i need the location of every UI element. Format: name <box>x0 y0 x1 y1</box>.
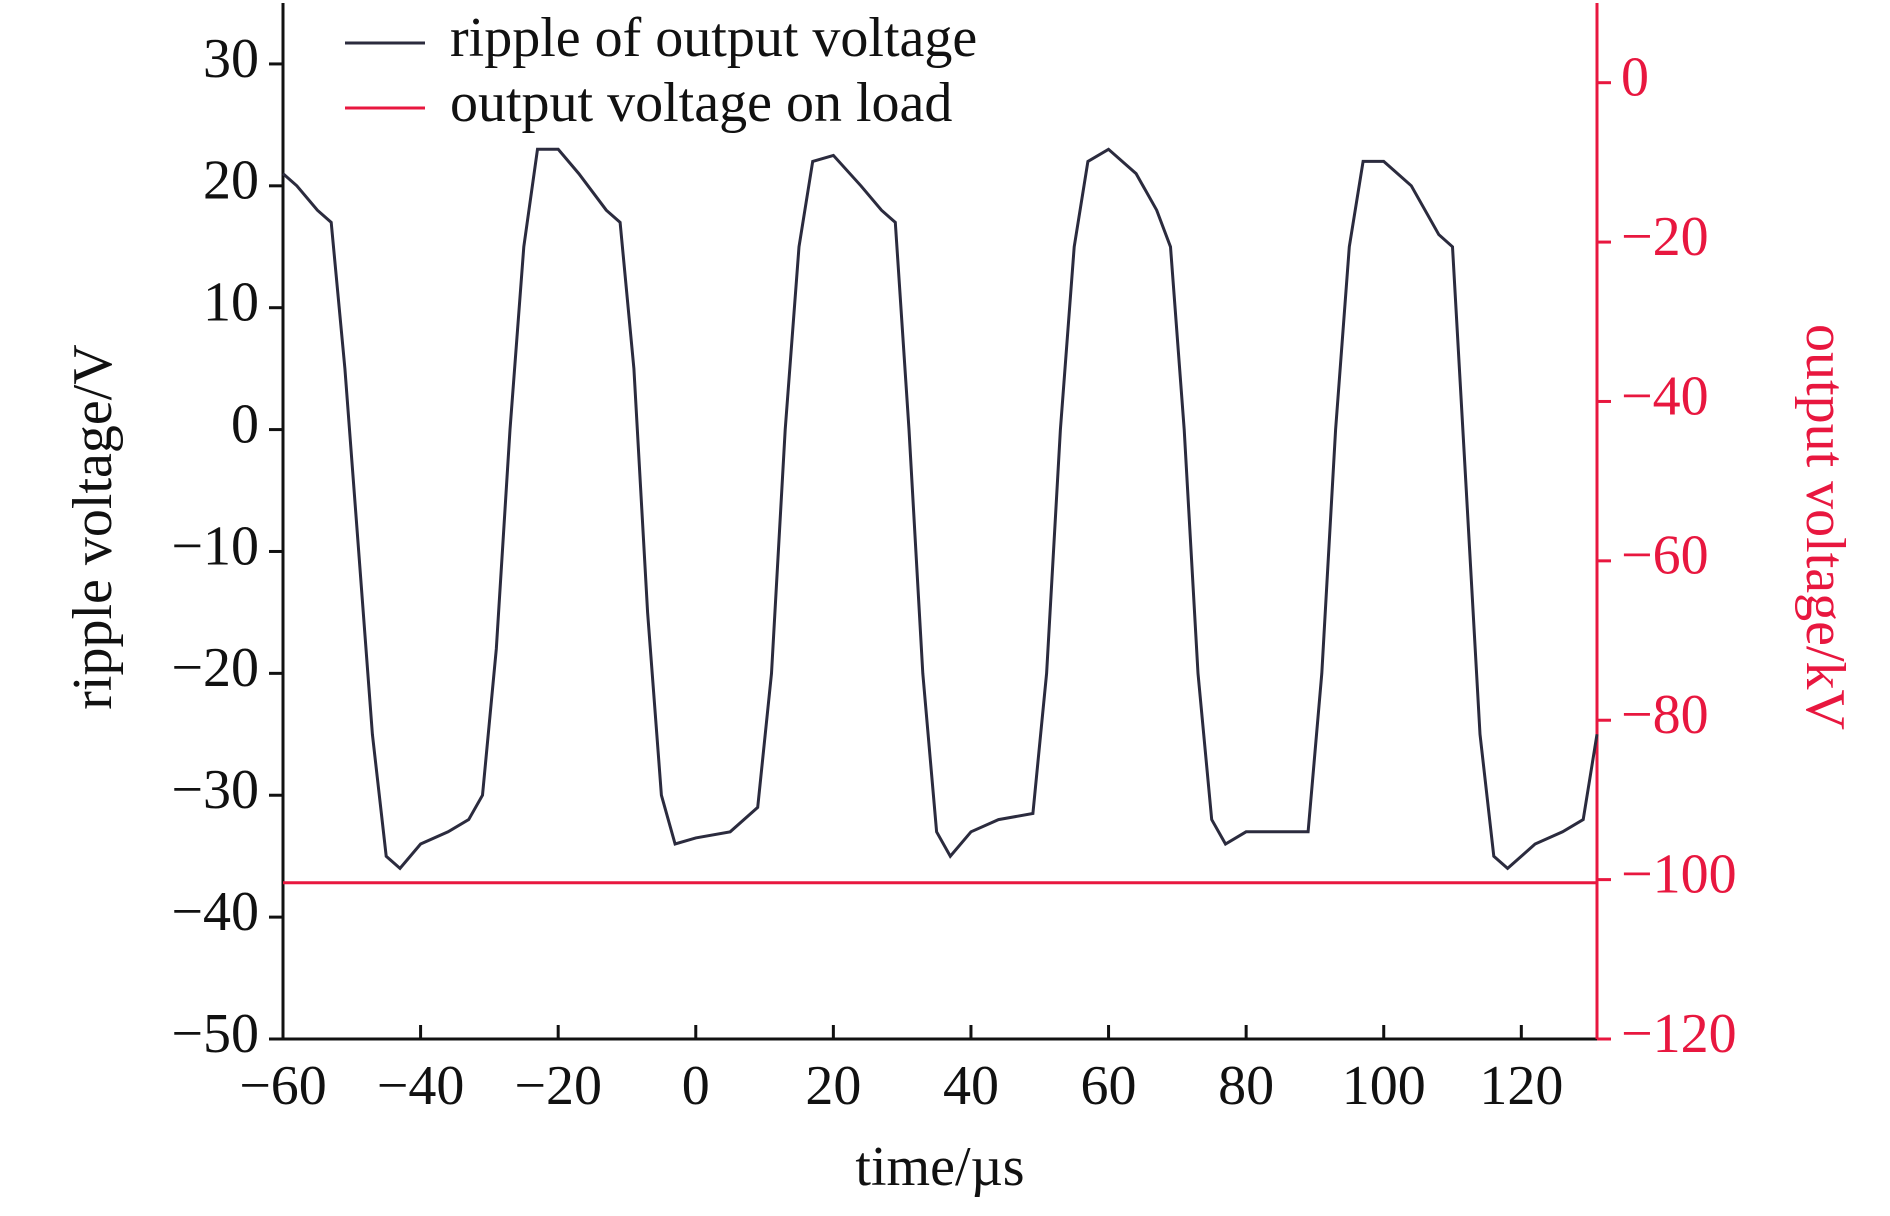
x-tick-label: 100 <box>1342 1055 1426 1117</box>
y-tick-label: 30 <box>203 28 259 90</box>
y2-tick-label: −40 <box>1621 365 1709 427</box>
y-tick-label: −50 <box>171 1003 259 1065</box>
y2-tick-label: 0 <box>1621 47 1649 109</box>
line-series <box>282 147 1599 871</box>
y2-tick-label: −20 <box>1621 206 1709 268</box>
x-tick-label: 60 <box>1081 1055 1137 1117</box>
y-tick-label: −40 <box>171 881 259 943</box>
y2-tick-label: −120 <box>1621 1003 1737 1065</box>
y-tick-label: 20 <box>203 150 259 212</box>
x-tick-label: 40 <box>943 1055 999 1117</box>
x-tick-label: −40 <box>377 1055 465 1117</box>
x-tick-label: 120 <box>1479 1055 1563 1117</box>
y2-tick-label: −100 <box>1621 843 1737 905</box>
legend-label: output voltage on load <box>450 72 952 134</box>
x-tick-label: −60 <box>239 1055 327 1117</box>
y-tick-label: 0 <box>231 393 259 455</box>
y2-tick-label: −80 <box>1621 684 1709 746</box>
y2-axis-label: output voltage/kV <box>1794 324 1856 730</box>
y-tick-label: −10 <box>171 515 259 577</box>
y-tick-label: −20 <box>171 637 259 699</box>
x-tick-label: −20 <box>514 1055 602 1117</box>
x-tick-label: 0 <box>682 1055 710 1117</box>
x-axis-label: time/µs <box>855 1136 1024 1198</box>
y-tick-label: −30 <box>171 759 259 821</box>
y-axis-label: ripple voltage/V <box>62 344 124 709</box>
x-tick-label: 80 <box>1218 1055 1274 1117</box>
legend-label: ripple of output voltage <box>450 7 977 69</box>
y2-tick-label: −60 <box>1621 525 1709 587</box>
x-tick-label: 20 <box>805 1055 861 1117</box>
y-tick-label: 10 <box>203 272 259 334</box>
